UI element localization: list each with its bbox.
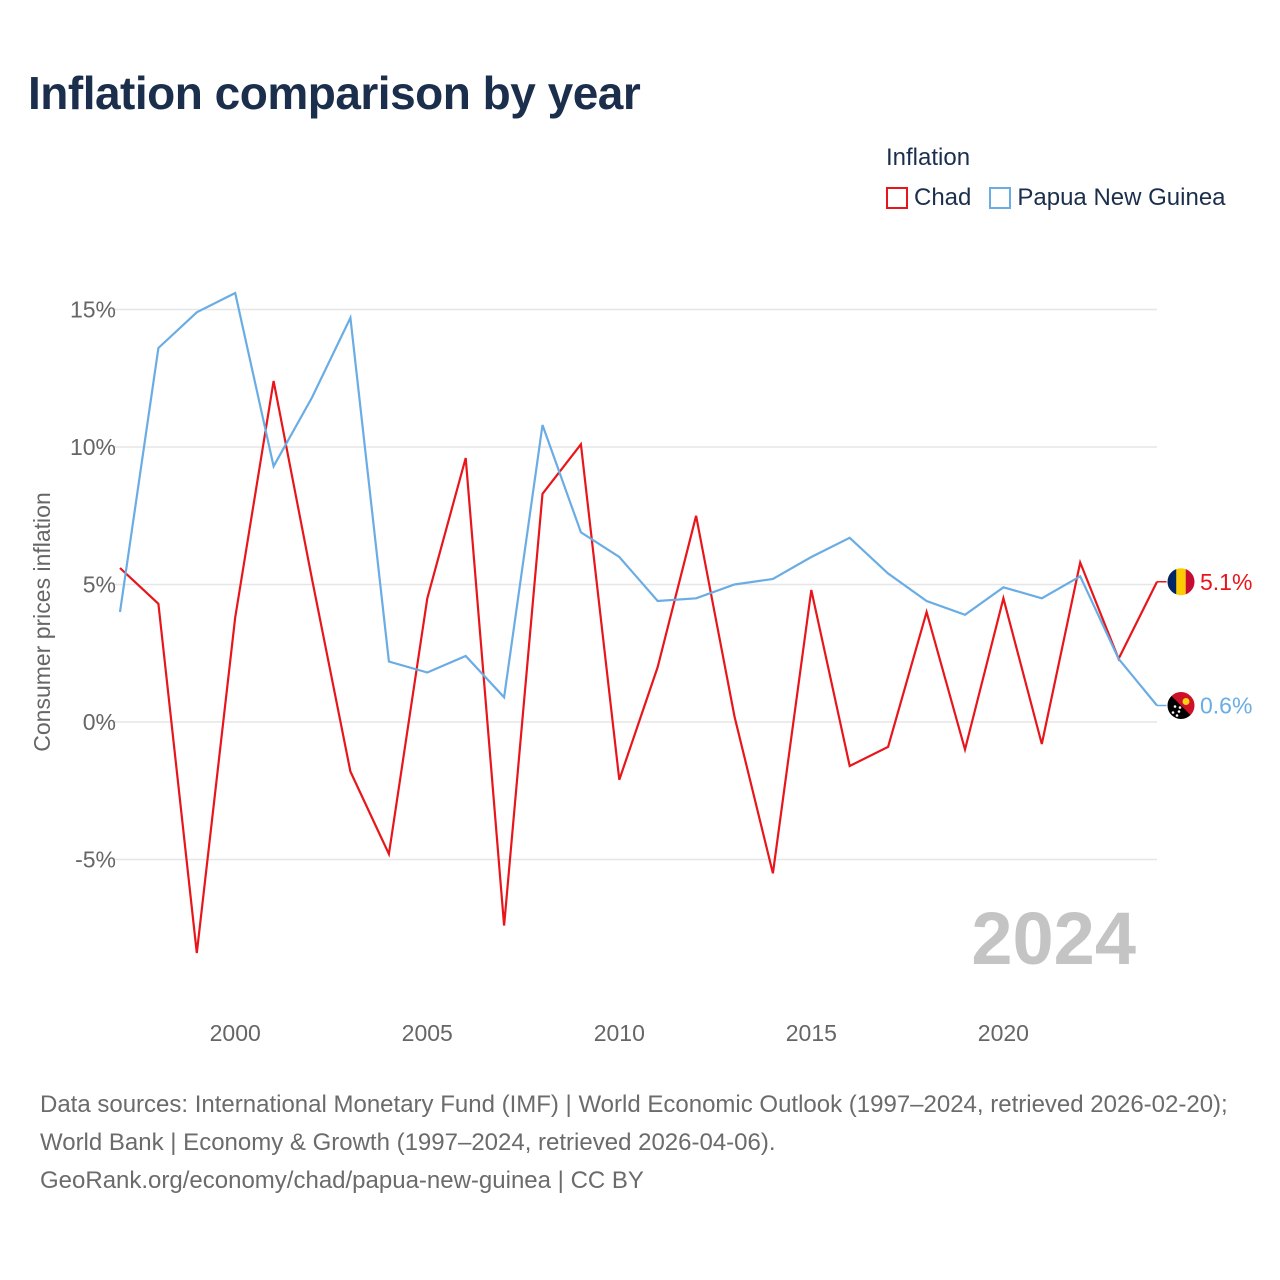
series-end-markers: 5.1% 0.6% — [1157, 567, 1252, 720]
y-tick-label: 5% — [83, 572, 116, 598]
legend-title: Inflation — [886, 144, 971, 171]
x-tick-label: 2015 — [786, 1020, 837, 1046]
legend-swatch-papua-new-guinea — [989, 187, 1012, 209]
grid-lines — [112, 308, 1157, 861]
x-tick-label: 2010 — [594, 1020, 645, 1046]
y-axis-label: Consumer prices inflation — [29, 492, 55, 752]
year-watermark: 2024 — [971, 897, 1136, 980]
footer: Data sources: International Monetary Fun… — [40, 1086, 1250, 1200]
x-tick-label: 2005 — [402, 1020, 453, 1046]
legend-swatch-chad — [886, 187, 908, 209]
series-line-papua-new-guinea — [118, 291, 1158, 707]
papua-new-guinea-flag-icon — [1166, 691, 1196, 720]
x-tick-label: 2000 — [210, 1020, 261, 1046]
series-end-label: 0.6% — [1200, 693, 1252, 719]
x-axis-ticks: 2000 2005 2010 2015 2020 — [210, 1020, 1029, 1046]
chart-title: Inflation comparison by year — [28, 67, 641, 119]
series-lines — [118, 291, 1158, 954]
y-tick-label: 0% — [83, 709, 116, 735]
y-axis-ticks: -5% 0% 5% 10% 15% — [70, 297, 116, 873]
data-sources-text: Data sources: International Monetary Fun… — [40, 1091, 1228, 1156]
y-tick-label: -5% — [75, 847, 116, 873]
legend: Inflation Chad Papua New Guinea — [886, 144, 1226, 212]
legend-label-chad: Chad — [914, 184, 972, 211]
legend-item-chad[interactable]: Chad — [886, 184, 971, 212]
y-tick-label: 10% — [70, 434, 116, 460]
legend-label-papua-new-guinea: Papua New Guinea — [1017, 184, 1226, 211]
x-tick-label: 2020 — [978, 1020, 1029, 1046]
chad-flag-icon — [1166, 567, 1196, 597]
series-line-chad — [119, 380, 1158, 954]
y-tick-label: 15% — [70, 297, 116, 323]
legend-item-papua-new-guinea[interactable]: Papua New Guinea — [989, 184, 1226, 212]
series-end-label: 5.1% — [1200, 569, 1252, 595]
line-chart: -5% 0% 5% 10% 15% 2000 2005 2010 2015 2020 Consu… — [29, 291, 1252, 1046]
source-link[interactable]: GeoRank.org/economy/chad/papua-new-guine… — [40, 1167, 644, 1194]
